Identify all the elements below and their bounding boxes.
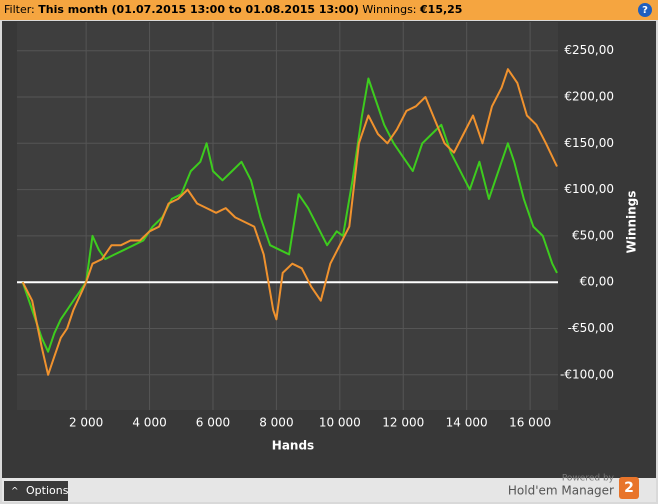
options-button[interactable]: [4, 481, 68, 501]
options-caret: ^: [11, 487, 19, 497]
help-text: ?: [642, 5, 648, 16]
filter-text: Filter: This month (01.07.2015 13:00 to …: [4, 3, 462, 16]
y-tick-label: €200,00: [564, 90, 614, 104]
logo-text: 2: [624, 480, 634, 496]
winnings-label: Winnings:: [362, 3, 416, 16]
footer: [2, 478, 656, 502]
x-tick-label: 4 000: [132, 416, 166, 430]
filter-bar: [0, 0, 658, 20]
y-axis-label: Winnings: [625, 191, 639, 254]
series-line: [21, 77, 558, 353]
y-tick-label: €100,00: [564, 182, 614, 196]
winnings-value: €15,25: [419, 3, 462, 16]
options-text: Options: [26, 484, 69, 497]
x-tick-label: 12 000: [382, 416, 424, 430]
filter-label: Filter:: [4, 3, 35, 16]
y-tick-label: €0,00: [580, 275, 614, 289]
series-line: [21, 68, 558, 376]
brand: Hold'em Manager: [508, 484, 614, 498]
y-tick-label: €150,00: [564, 136, 614, 150]
powered-by: Powered by: [562, 474, 615, 484]
x-tick-label: 16 000: [509, 416, 551, 430]
x-tick-label: 14 000: [446, 416, 488, 430]
x-tick-label: 10 000: [319, 416, 361, 430]
y-tick-label: -€100,00: [560, 367, 614, 381]
x-axis-label: Hands: [272, 439, 314, 453]
plot: 2 000 4 000 6 000 8 000 10 000 12 000 14 000 16…: [17, 22, 614, 430]
logo: [619, 477, 639, 499]
y-tick-label: €250,00: [564, 43, 614, 57]
x-tick-label: 6 000: [196, 416, 230, 430]
filter-range: This month (01.07.2015 13:00 to 01.08.20…: [38, 3, 359, 16]
y-tick-label: -€50,00: [568, 321, 614, 335]
x-tick-label: 2 000: [69, 416, 103, 430]
help-icon[interactable]: [638, 3, 652, 17]
x-tick-label: 8 000: [259, 416, 293, 430]
y-tick-label: €50,00: [572, 228, 614, 242]
plot-area: [17, 22, 558, 410]
